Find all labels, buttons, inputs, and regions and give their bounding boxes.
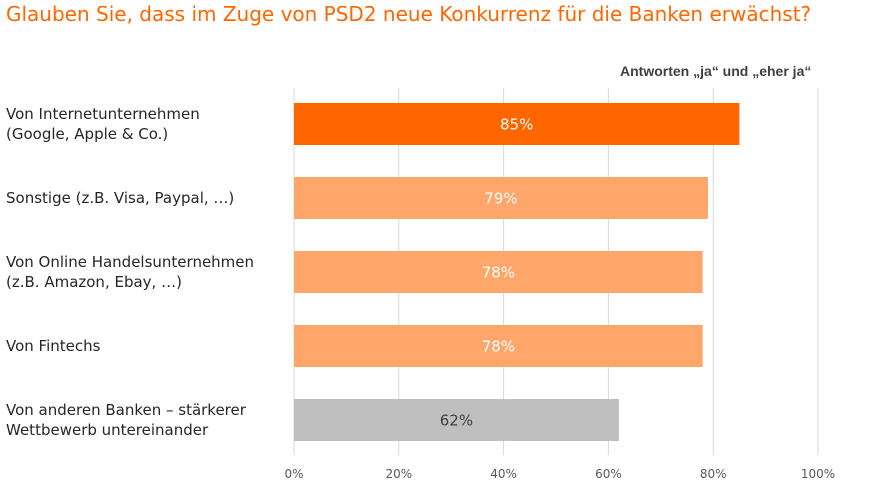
bar [294, 103, 740, 145]
x-tick-label: 20% [385, 467, 412, 481]
x-axis-ticks: 0% 20% 40% 60% 80% 100% [284, 467, 835, 481]
bar [294, 251, 703, 293]
bars: 85% 79% 78% 78% 62% [294, 103, 740, 441]
x-tick-label: 100% [801, 467, 835, 481]
category-label: Von anderen Banken – stärkerer [6, 401, 247, 419]
category-label: Von Fintechs [6, 337, 101, 355]
category-label: Sonstige (z.B. Visa, Paypal, …) [6, 189, 234, 207]
chart-title: Glauben Sie, dass im Zuge von PSD2 neue … [6, 2, 812, 26]
chart-subtitle: Antworten „ja“ und „eher ja“ [620, 63, 812, 79]
bar-value-label: 78% [482, 264, 515, 282]
bar-value-label: 85% [500, 116, 533, 134]
bar-value-label: 79% [484, 190, 517, 208]
x-tick-label: 40% [490, 467, 517, 481]
x-tick-label: 60% [595, 467, 622, 481]
category-labels: Von Internetunternehmen (Google, Apple & … [6, 105, 254, 439]
bar [294, 177, 708, 219]
category-label: Von Online Handelsunternehmen [6, 253, 254, 271]
category-label: Wettbewerb untereinander [6, 421, 209, 439]
category-label: (z.B. Amazon, Ebay, …) [6, 273, 182, 291]
bar [294, 325, 703, 367]
bar-value-label: 62% [440, 412, 473, 430]
x-tick-label: 80% [700, 467, 727, 481]
x-tick-label: 0% [284, 467, 303, 481]
bar-value-label: 78% [482, 338, 515, 356]
bar [294, 399, 619, 441]
category-label: Von Internetunternehmen [6, 105, 200, 123]
category-label: (Google, Apple & Co.) [6, 125, 168, 143]
